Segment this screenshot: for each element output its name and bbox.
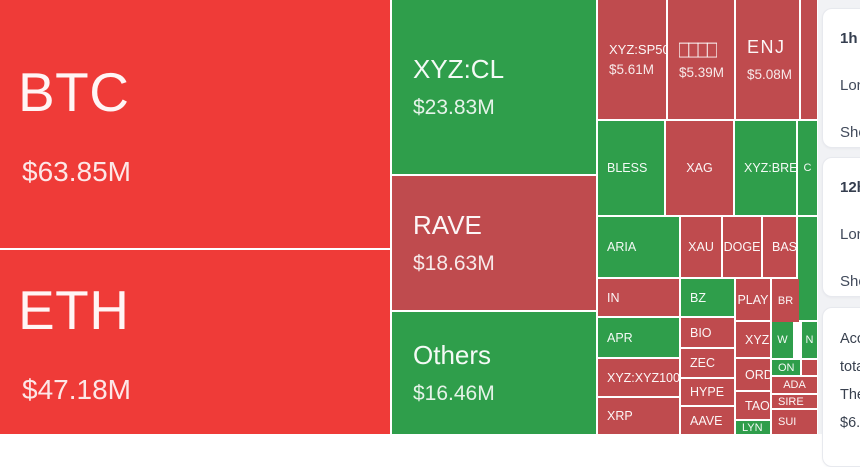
summary-line: The (840, 387, 860, 403)
tile-hype[interactable]: HYPE (681, 379, 734, 405)
tile-label: ON (778, 361, 795, 374)
tile-label: APR (607, 330, 633, 345)
card-title-12h: 12h (840, 179, 860, 196)
tile-label: SUI (778, 416, 797, 428)
tile-label: BR (777, 294, 794, 307)
tile-label: BTC (18, 61, 130, 123)
tile-enj[interactable]: ENJ $5.08M (736, 0, 799, 119)
tile-btc[interactable]: BTC $63.85M (0, 0, 390, 248)
tile-label: BLESS (607, 161, 648, 175)
tile-label: □□□□ (679, 35, 717, 63)
tile-cjk-coin[interactable]: □□□□ $5.39M (668, 0, 734, 119)
tile-label: ENJ (747, 37, 786, 57)
tile-value: $5.61M (609, 62, 655, 77)
tile-edge-mid[interactable] (798, 217, 817, 320)
tile-xyz-cut[interactable]: XYZ: (736, 322, 770, 357)
tile-label: XYZ:XYZ100 (607, 370, 679, 385)
tile-edge-top[interactable] (801, 0, 817, 119)
tile-label: ETH (18, 279, 130, 341)
tile-label: RAVE (413, 210, 482, 240)
tile-value: $5.08M (747, 67, 793, 82)
tile-xau[interactable]: XAU (681, 217, 721, 277)
tile-label: BASE (772, 240, 796, 254)
liquidation-treemap: BTC $63.85M ETH $47.18M XYZ:CL $23.83M RAVE $18… (0, 0, 818, 434)
tile-label: XAU (688, 240, 714, 254)
tile-on[interactable]: ON (772, 360, 800, 375)
long-liquidations-label: Long (840, 77, 860, 94)
stats-card-1h: 1h Long Short (822, 8, 860, 148)
tile-bz[interactable]: BZ (681, 279, 734, 316)
tile-n[interactable]: N (802, 322, 817, 358)
tile-br[interactable]: BR (772, 279, 799, 322)
tile-label: N (805, 334, 814, 346)
tile-label: ORD (745, 367, 770, 382)
short-liquidations-label: Short (840, 273, 860, 290)
tile-xyz-bren[interactable]: XYZ:BREN (735, 121, 796, 215)
tile-bless[interactable]: BLESS (598, 121, 664, 215)
tile-label: XYZ:BREN (744, 161, 796, 175)
tile-label: PLAY (737, 292, 769, 307)
tile-value: $47.18M (22, 374, 131, 405)
tile-value: $18.63M (413, 252, 495, 275)
tile-label: XRP (607, 409, 633, 423)
summary-line: Acc (840, 331, 860, 347)
tile-aria[interactable]: ARIA (598, 217, 679, 277)
card-title-1h: 1h (840, 30, 858, 47)
tile-rave[interactable]: RAVE $18.63M (392, 176, 596, 310)
stats-card-12h: 12h Long Short (822, 157, 860, 297)
tile-play[interactable]: PLAY (736, 279, 770, 320)
tile-label: HYPE (690, 385, 725, 399)
tile-label: SIRE (778, 395, 804, 408)
tile-value: $5.39M (679, 64, 725, 80)
tile-base[interactable]: BASE (763, 217, 796, 277)
tile-label: TAO (745, 398, 770, 413)
tile-label: XAG (686, 161, 713, 175)
tile-label: XYZ:CL (413, 54, 505, 84)
tile-label: XYZ:SP500 (609, 42, 666, 57)
tile-c-edge[interactable]: C (798, 121, 817, 215)
tile-zec[interactable]: ZEC (681, 349, 734, 377)
tile-in[interactable]: IN (598, 279, 679, 316)
short-liquidations-label: Short (840, 124, 860, 141)
tile-label: BZ (690, 290, 706, 305)
tile-lyn[interactable]: LYN (736, 421, 770, 434)
tile-tao[interactable]: TAO (736, 392, 770, 419)
tile-label: ARIA (607, 240, 637, 254)
tile-xag[interactable]: XAG (666, 121, 733, 215)
tile-aave[interactable]: AAVE (681, 407, 734, 434)
tile-label: Others (413, 340, 492, 370)
tile-edge-on[interactable] (802, 360, 817, 375)
tile-sui[interactable]: SUI (772, 410, 817, 434)
tile-label: IN (607, 290, 620, 305)
tile-eth[interactable]: ETH $47.18M (0, 250, 390, 434)
tile-bio[interactable]: BIO (681, 318, 734, 347)
tile-others[interactable]: Others $16.46M (392, 312, 596, 434)
tile-apr[interactable]: APR (598, 318, 679, 357)
tile-label: ZEC (690, 356, 715, 370)
tile-doge[interactable]: DOGE (723, 217, 761, 277)
tile-value: $23.83M (413, 96, 495, 119)
summary-card: Acc tota The $6.8 (822, 307, 860, 467)
tile-ord[interactable]: ORD (736, 359, 770, 390)
tile-label: ADA (783, 379, 806, 391)
tile-label: XYZ: (745, 332, 770, 347)
summary-line: tota (840, 359, 860, 375)
tile-value: $16.46M (413, 382, 495, 405)
tile-xyz-cl[interactable]: XYZ:CL $23.83M (392, 0, 596, 174)
tile-label: W (777, 334, 788, 346)
tile-label: DOGE (723, 240, 761, 254)
tile-sire[interactable]: SIRE (772, 395, 817, 408)
summary-line: $6.8 (840, 415, 860, 431)
tile-xyz-xyz100[interactable]: XYZ:XYZ100 (598, 359, 679, 396)
long-liquidations-label: Long (840, 226, 860, 243)
tile-xrp[interactable]: XRP (598, 398, 679, 434)
tile-w[interactable]: W (772, 322, 793, 358)
tile-label: C (803, 162, 812, 174)
tile-label: LYN (742, 421, 763, 434)
tile-value: $63.85M (22, 156, 131, 187)
tile-label: AAVE (690, 413, 723, 428)
tile-ada[interactable]: ADA (772, 377, 817, 393)
tile-xyz-sp500[interactable]: XYZ:SP500 $5.61M (598, 0, 666, 119)
tile-label: BIO (690, 325, 712, 340)
